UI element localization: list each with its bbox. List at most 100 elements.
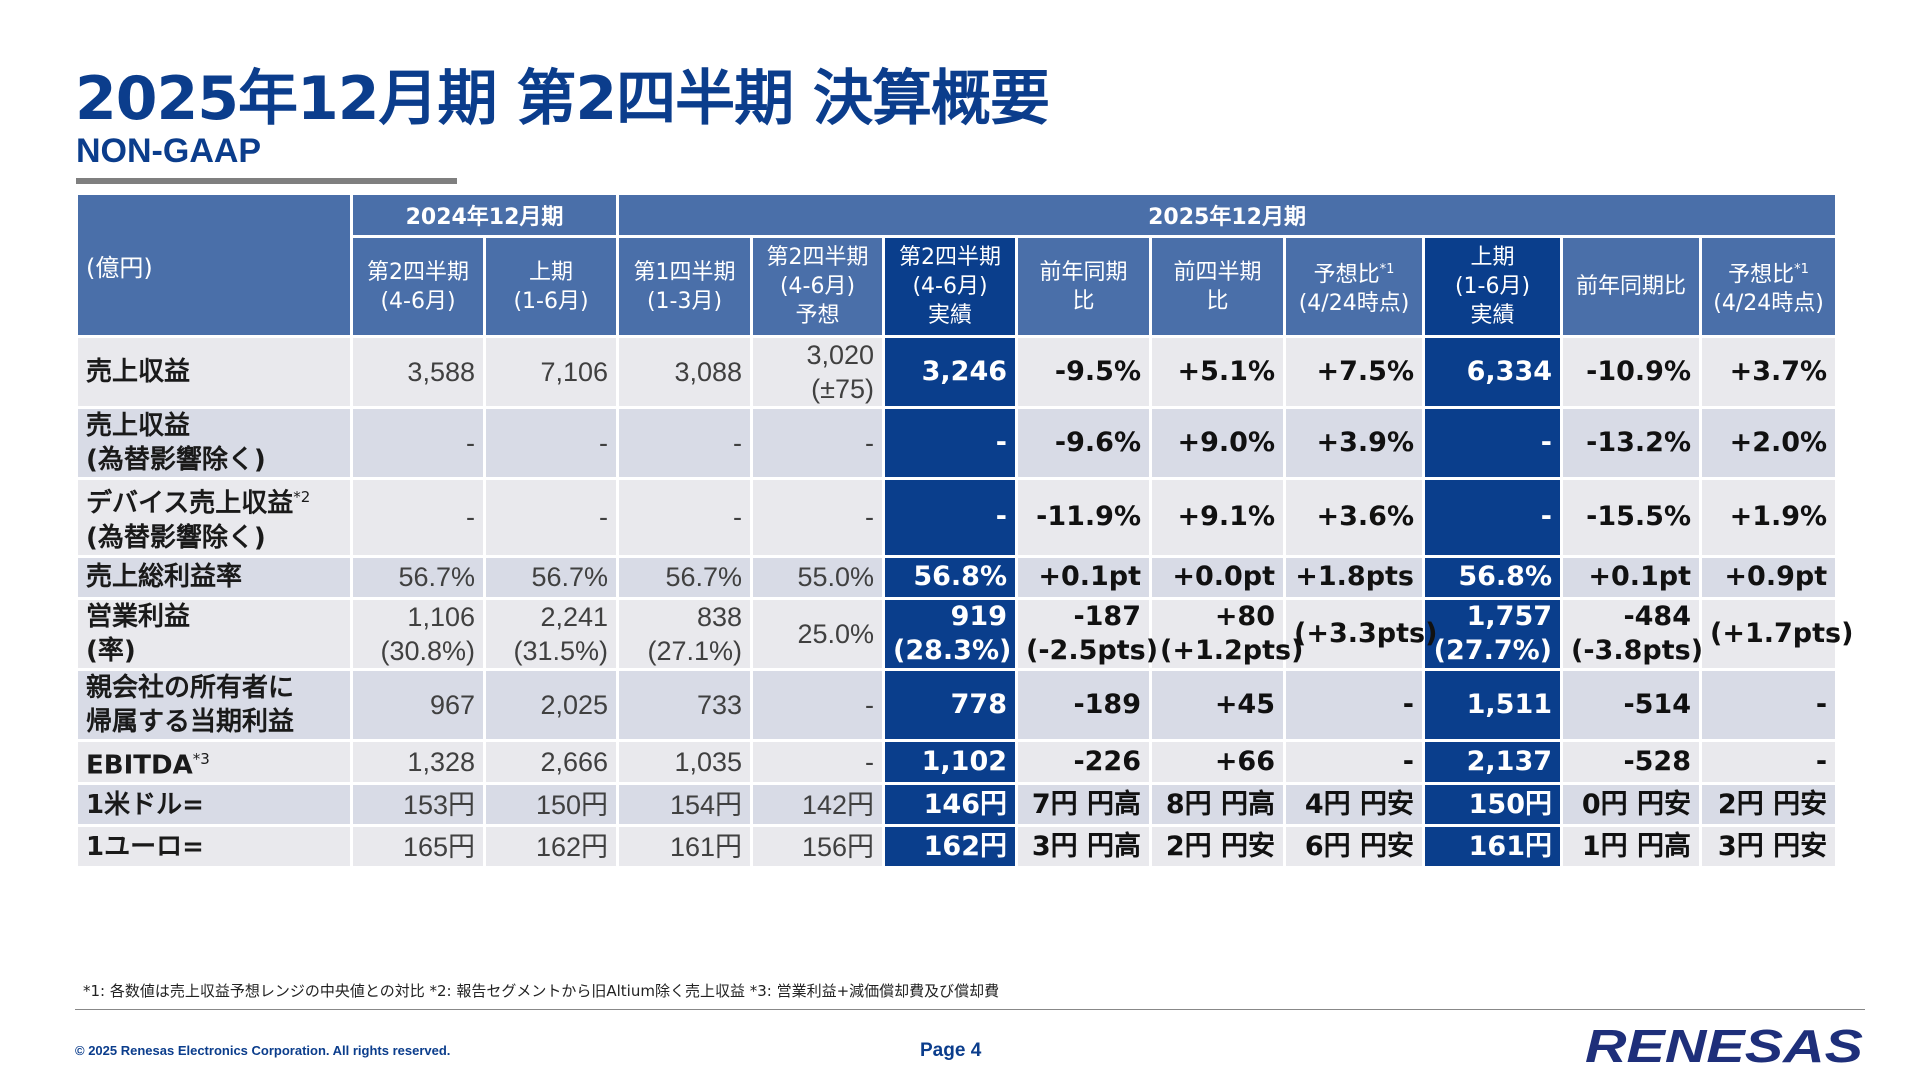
- column-header-line: 第2四半期: [899, 245, 1002, 270]
- cell-value: 1,035: [674, 746, 743, 777]
- cell-value: 55.0%: [797, 562, 875, 593]
- column-header-0: 第2四半期 (4-6月): [350, 235, 486, 338]
- row-label: 親会社の所有者に 帰属する当期利益: [75, 667, 353, 742]
- table-cell: 7,106: [482, 335, 620, 409]
- row-label-line: 営業利益: [86, 601, 191, 632]
- page-title: 2025年12月期 第2四半期 決算概要: [75, 64, 1050, 134]
- row-label-footnote-mark: *3: [192, 749, 210, 768]
- cell-value: -: [466, 502, 475, 533]
- cell-value: 3,588: [407, 357, 475, 387]
- cell-value: 165円: [402, 831, 475, 862]
- table-cell: 1,511: [1422, 667, 1564, 742]
- cell-value: 2,666: [540, 746, 609, 777]
- table-cell: -528: [1560, 738, 1703, 786]
- table-cell: +3.9%: [1283, 406, 1426, 480]
- table-cell: +3.6%: [1283, 477, 1426, 558]
- table-cell: -: [1699, 738, 1839, 786]
- row-label-line: (為替影響除く): [86, 445, 266, 475]
- table-cell: (+3.3pts): [1283, 596, 1437, 671]
- row-label-line: 売上収益: [86, 411, 191, 441]
- cell-value: -514: [1623, 688, 1692, 720]
- table-cell: -: [882, 477, 1019, 558]
- cell-value: 156円: [801, 831, 875, 862]
- cell-value: +3.9%: [1316, 427, 1415, 458]
- table-cell: -: [1422, 477, 1564, 558]
- column-header-line: (1-3月): [646, 288, 723, 314]
- cell-value: -11.9%: [1036, 501, 1142, 533]
- row-label-line: デバイス売上収益: [86, 488, 294, 519]
- table-cell: -10.9%: [1560, 335, 1703, 409]
- table-cell: -13.2%: [1560, 406, 1703, 480]
- cell-value: (30.8%): [380, 635, 475, 666]
- column-header-line: 第1四半期: [633, 259, 736, 285]
- cell-value: (-2.5pts): [1026, 634, 1159, 666]
- column-header-line: 前四半期: [1173, 259, 1262, 285]
- row-label-line: (率): [86, 635, 136, 666]
- table-cell: -: [750, 477, 886, 558]
- table-row: 親会社の所有者に 帰属する当期利益 967 2,025 733 - 778 -189 +45 - 1…: [75, 667, 1839, 742]
- cell-value: 1円 円高: [1581, 830, 1692, 862]
- cell-value: 3,246: [921, 356, 1008, 387]
- cell-value: (+1.2pts): [1160, 634, 1304, 666]
- cell-value: (31.5%): [513, 635, 609, 666]
- footer-divider: [75, 1009, 1865, 1010]
- cell-value: (+1.7pts): [1710, 617, 1854, 649]
- row-label-line: 帰属する当期利益: [86, 706, 295, 737]
- cell-value: 1,757: [1466, 600, 1553, 632]
- table-cell: +0.1pt: [1560, 554, 1703, 600]
- table-cell: +0.1pt: [1015, 554, 1153, 600]
- cell-value: 778: [950, 688, 1008, 720]
- column-header-2: 第1四半期 (1-3月): [616, 235, 754, 338]
- footnote: *1: 各数値は売上収益予想レンジの中央値との対比 *2: 報告セグメントから旧…: [83, 982, 1000, 1000]
- row-label-line: 売上収益: [86, 357, 191, 387]
- table-cell: 161円: [616, 824, 754, 870]
- table-row: 1ユーロ= 165円 162円 161円 156円 162円 3円 円高 2円 円安 6円 円安…: [75, 824, 1839, 870]
- table-cell: -9.6%: [1015, 406, 1153, 480]
- column-header-9: 前年同期比: [1560, 235, 1703, 338]
- cell-value: -10.9%: [1586, 356, 1692, 387]
- cell-value: -: [466, 428, 475, 458]
- table-cell: 56.8%: [882, 554, 1019, 600]
- cell-value: -: [1540, 427, 1553, 458]
- cell-value: -: [1815, 745, 1828, 777]
- row-label: 売上総利益率: [75, 554, 353, 600]
- cell-value: +80: [1214, 600, 1276, 632]
- cell-value: -: [1815, 688, 1828, 720]
- table-cell: 1,757 (27.7%): [1422, 596, 1564, 671]
- table-cell: 56.8%: [1422, 554, 1564, 600]
- table-cell: -: [1422, 406, 1564, 480]
- column-header-line: 予想: [795, 303, 840, 328]
- table-cell: 1,106 (30.8%): [350, 596, 486, 671]
- cell-value: 56.7%: [398, 562, 475, 593]
- table-cell: +0.0pt: [1149, 554, 1287, 600]
- cell-value: -189: [1073, 688, 1142, 720]
- table-cell: -514: [1560, 667, 1703, 742]
- table-row: EBITDA*3 1,328 2,666 1,035 - 1,102 -226 +66 - 2,1…: [75, 738, 1839, 786]
- row-label-footnote-mark: *2: [293, 488, 311, 506]
- row-label-line: 1ユーロ=: [86, 831, 204, 862]
- table-cell: 146円: [882, 782, 1019, 828]
- cell-value: -: [599, 428, 609, 458]
- table-cell: 3,246: [882, 335, 1019, 409]
- table-cell: -: [482, 406, 620, 480]
- cell-value: 838: [696, 601, 743, 632]
- cell-value: 142円: [801, 789, 875, 820]
- copyright: © 2025 Renesas Electronics Corporation. …: [75, 1043, 451, 1058]
- financial-summary-table: (億円) 2024年12月期 2025年12月期 第2四半期 (4-6月) 上期 (1…: [75, 192, 1853, 870]
- unit-label: (億円): [75, 192, 353, 338]
- table-row: 営業利益 (率) 1,106 (30.8%) 2,241 (31.5%) 838 (27.1%…: [75, 596, 1853, 671]
- column-header-6: 前四半期比: [1149, 235, 1287, 338]
- row-label: 1米ドル=: [75, 782, 353, 828]
- row-label: デバイス売上収益*2 (為替影響除く): [75, 477, 353, 558]
- cell-value: 4円 円安: [1304, 788, 1415, 820]
- table-cell: 142円: [750, 782, 886, 828]
- column-header-line: (4-6月): [912, 274, 988, 299]
- table-cell: 150円: [1422, 782, 1564, 828]
- column-header-footnote-mark: *1: [1379, 261, 1395, 277]
- column-header-line: 上期: [529, 259, 574, 285]
- cell-value: 153円: [402, 789, 475, 820]
- cell-value: 56.7%: [531, 562, 609, 593]
- cell-value: (+3.3pts): [1294, 617, 1438, 649]
- table-cell: 2円 円安: [1699, 782, 1839, 828]
- cell-value: 967: [429, 689, 475, 720]
